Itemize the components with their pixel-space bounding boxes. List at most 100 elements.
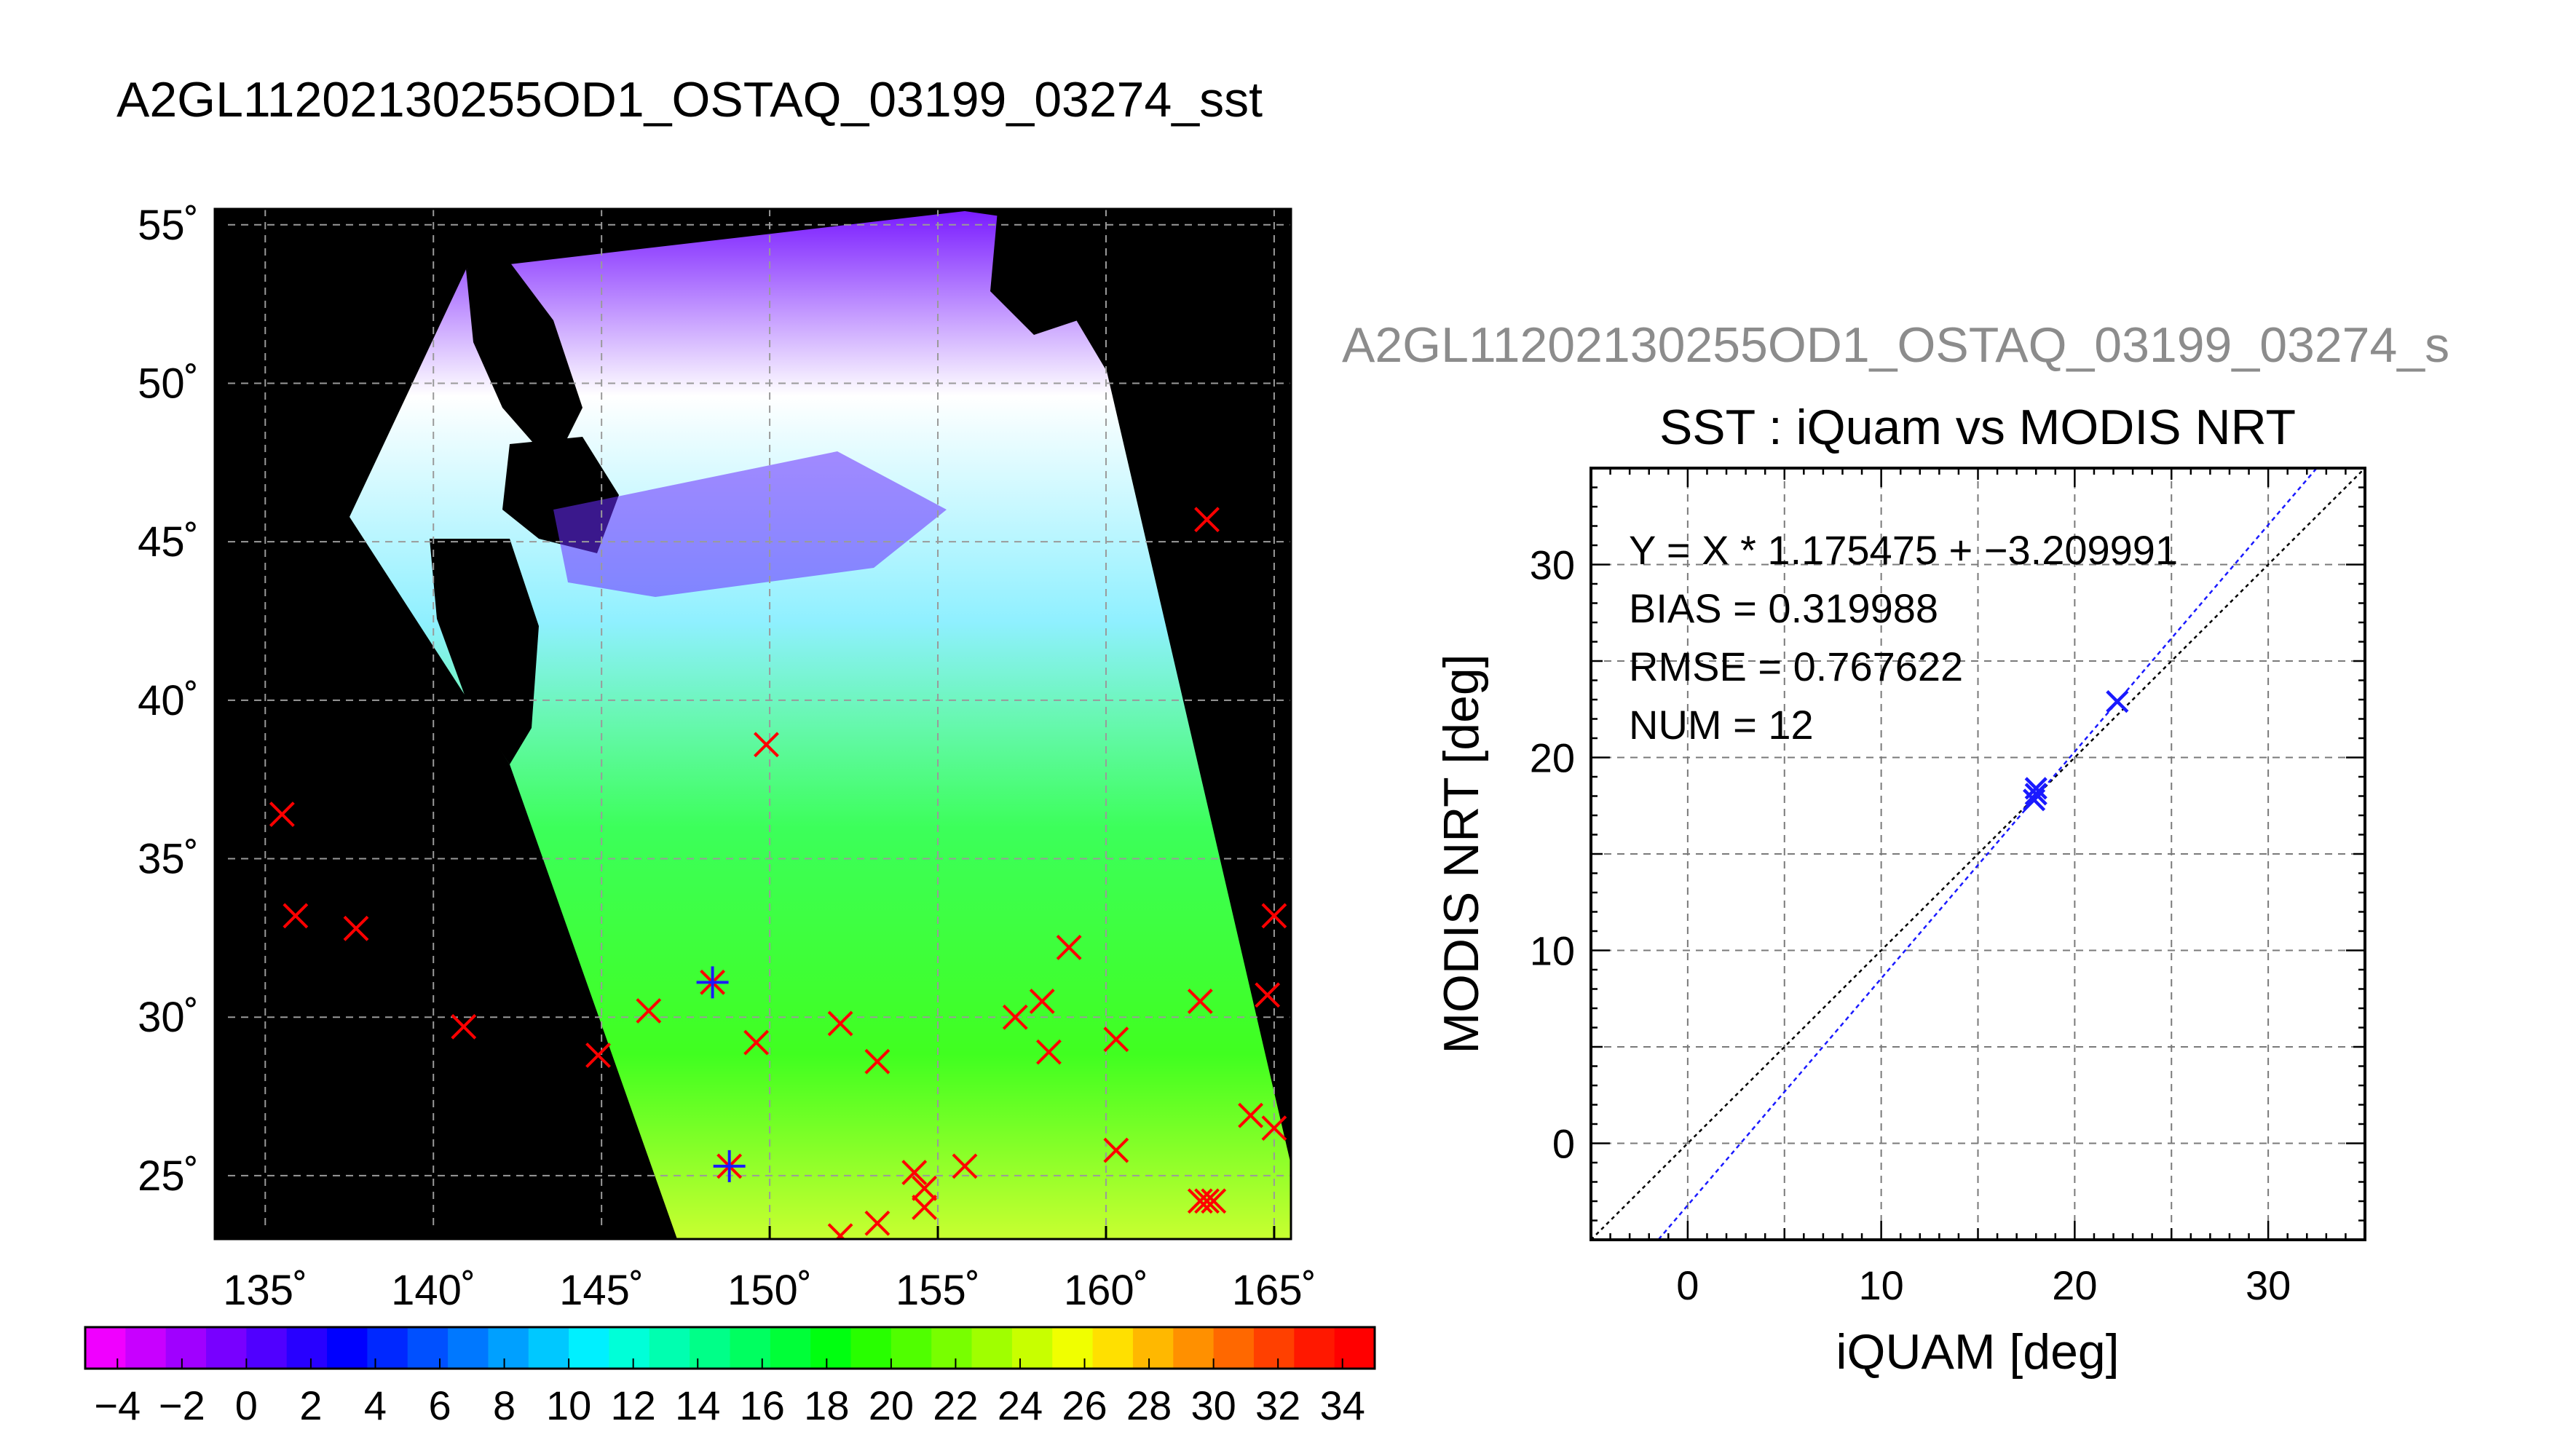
y-axis-label: MODIS NRT [deg] — [1434, 654, 1489, 1053]
map-marker — [864, 1210, 891, 1236]
colorbar-segment — [609, 1327, 650, 1369]
scatter-annotation: NUM = 12 — [1629, 702, 1814, 748]
map-lat-tick-label: 30˚ — [138, 994, 199, 1041]
map-marker — [1238, 1102, 1263, 1128]
colorbar-segment — [810, 1327, 852, 1369]
scatter-x-tick-label: 0 — [1676, 1262, 1699, 1308]
colorbar-tick-label: 24 — [998, 1382, 1043, 1428]
scatter-lines — [1591, 468, 2365, 1240]
colorbar-segment — [1052, 1327, 1094, 1369]
map-marker — [743, 1029, 770, 1056]
scatter-grid — [1591, 468, 2365, 1240]
cloud-band — [553, 451, 947, 597]
sst-map: 135˚ 140˚ 145˚ 150˚ 155˚ 160˚ 165˚ 25˚ 30˚ 35˚ 40˚… — [138, 202, 1316, 1314]
colorbar-segment — [1253, 1327, 1295, 1369]
colorbar-segment — [1011, 1327, 1053, 1369]
map-lon-tick-label: 150˚ — [727, 1267, 812, 1314]
map-marker — [864, 1048, 891, 1075]
colorbar-segment — [286, 1327, 328, 1369]
colorbar-segment — [690, 1327, 731, 1369]
map-marker — [754, 732, 779, 758]
map-marker — [343, 915, 369, 941]
map-markers — [269, 507, 1287, 1239]
map-marker — [1261, 903, 1287, 929]
colorbar-segment — [649, 1327, 690, 1369]
scatter-y-tick-label: 0 — [1552, 1121, 1575, 1167]
map-grid — [215, 209, 1291, 1239]
map-marker — [1187, 1188, 1213, 1214]
colorbar-segment — [85, 1327, 126, 1369]
scatter-points — [2022, 690, 2129, 812]
scatter-annotation: BIAS = 0.319988 — [1629, 585, 1938, 631]
map-lon-tick-label: 135˚ — [223, 1267, 307, 1314]
colorbar-tick-label: 6 — [428, 1382, 451, 1428]
map-lat-tick-label: 35˚ — [138, 836, 199, 883]
scatter-plot: 0 10 20 30 0 10 20 30 Y = X * 1.175475 + −3.209… — [1530, 467, 2366, 1308]
map-marker — [1187, 989, 1213, 1014]
colorbar-segment — [488, 1327, 529, 1369]
scatter-point — [2106, 690, 2129, 713]
colorbar-segment — [850, 1327, 892, 1369]
scatter-title: SST : iQuam vs MODIS NRT — [1659, 400, 2296, 455]
colorbar-tick-label: −4 — [94, 1382, 141, 1428]
colorbar-segment — [730, 1327, 771, 1369]
map-marker — [1056, 935, 1082, 960]
colorbar-segment — [448, 1327, 489, 1369]
map-marker — [451, 1013, 477, 1040]
map-marker — [585, 1042, 611, 1068]
colorbar-segment — [206, 1327, 247, 1369]
colorbar-tick-label: 18 — [804, 1382, 849, 1428]
colorbar-tick-label: 16 — [740, 1382, 785, 1428]
colorbar-segment — [407, 1327, 449, 1369]
map-lon-tick-label: 145˚ — [559, 1267, 644, 1314]
colorbar-tick-label: 22 — [933, 1382, 978, 1428]
map-marker — [1194, 1188, 1220, 1214]
map-marker — [1261, 1115, 1287, 1142]
map-marker — [1002, 1004, 1028, 1030]
map-lat-tick-label: 40˚ — [138, 677, 199, 724]
map-matched-plus — [713, 1150, 746, 1182]
colorbar-segment — [1132, 1327, 1174, 1369]
map-lat-tick-label: 45˚ — [138, 518, 199, 566]
map-marker — [283, 903, 309, 929]
colorbar-segment — [569, 1327, 610, 1369]
scatter-ticks: 0 10 20 30 0 10 20 30 — [1530, 467, 2366, 1308]
colorbar: −4 −2 0 2 4 6 8 10 12 14 16 18 20 22 24 26 28 30 32 34 — [84, 1326, 1376, 1428]
colorbar-tick-label: 20 — [869, 1382, 914, 1428]
map-tick-labels: 135˚ 140˚ 145˚ 150˚ 155˚ 160˚ 165˚ 25˚ 30˚ 35˚ 40˚… — [138, 202, 1316, 1314]
map-marker — [269, 802, 295, 827]
map-lon-tick-label: 160˚ — [1064, 1267, 1148, 1314]
map-lat-tick-label: 50˚ — [138, 360, 199, 407]
map-lon-tick-label: 165˚ — [1232, 1267, 1316, 1314]
one-to-one-line — [1591, 468, 2365, 1240]
scatter-annotation: RMSE = 0.767622 — [1629, 644, 1963, 689]
scatter-annotation: Y = X * 1.175475 + −3.209991 — [1629, 527, 2178, 573]
map-marker — [827, 1010, 853, 1037]
colorbar-segment — [327, 1327, 368, 1369]
scatter-x-tick-label: 10 — [1858, 1262, 1903, 1308]
map-lon-tick-label: 140˚ — [391, 1267, 475, 1314]
map-marker — [827, 1223, 853, 1239]
page-title: A2GL11202130255OD1_OSTAQ_03199_03274_sst — [117, 72, 1263, 127]
scatter-point — [2024, 783, 2047, 806]
colorbar-segment — [971, 1327, 1013, 1369]
colorbar-segment — [931, 1327, 973, 1369]
scatter-x-tick-label: 20 — [2052, 1262, 2097, 1308]
land-sakhalin — [466, 262, 583, 466]
map-frame — [213, 207, 1292, 1241]
map-marker — [1201, 1188, 1227, 1214]
colorbar-segment — [891, 1327, 932, 1369]
colorbar-tick-label: 30 — [1190, 1382, 1236, 1428]
regression-line — [1656, 468, 2318, 1240]
colorbar-tick-label: 4 — [364, 1382, 387, 1428]
land-kamchatka — [990, 211, 1121, 335]
colorbar-tick-label: 8 — [493, 1382, 516, 1428]
colorbar-segment — [1213, 1327, 1255, 1369]
colorbar-tick-label: 0 — [235, 1382, 258, 1428]
colorbar-segment — [367, 1327, 408, 1369]
map-marker — [901, 1160, 928, 1185]
map-lon-tick-label: 155˚ — [896, 1267, 980, 1314]
map-lat-tick-label: 25˚ — [138, 1152, 199, 1200]
colorbar-tick-label: 2 — [299, 1382, 322, 1428]
map-marker — [1036, 1039, 1062, 1065]
